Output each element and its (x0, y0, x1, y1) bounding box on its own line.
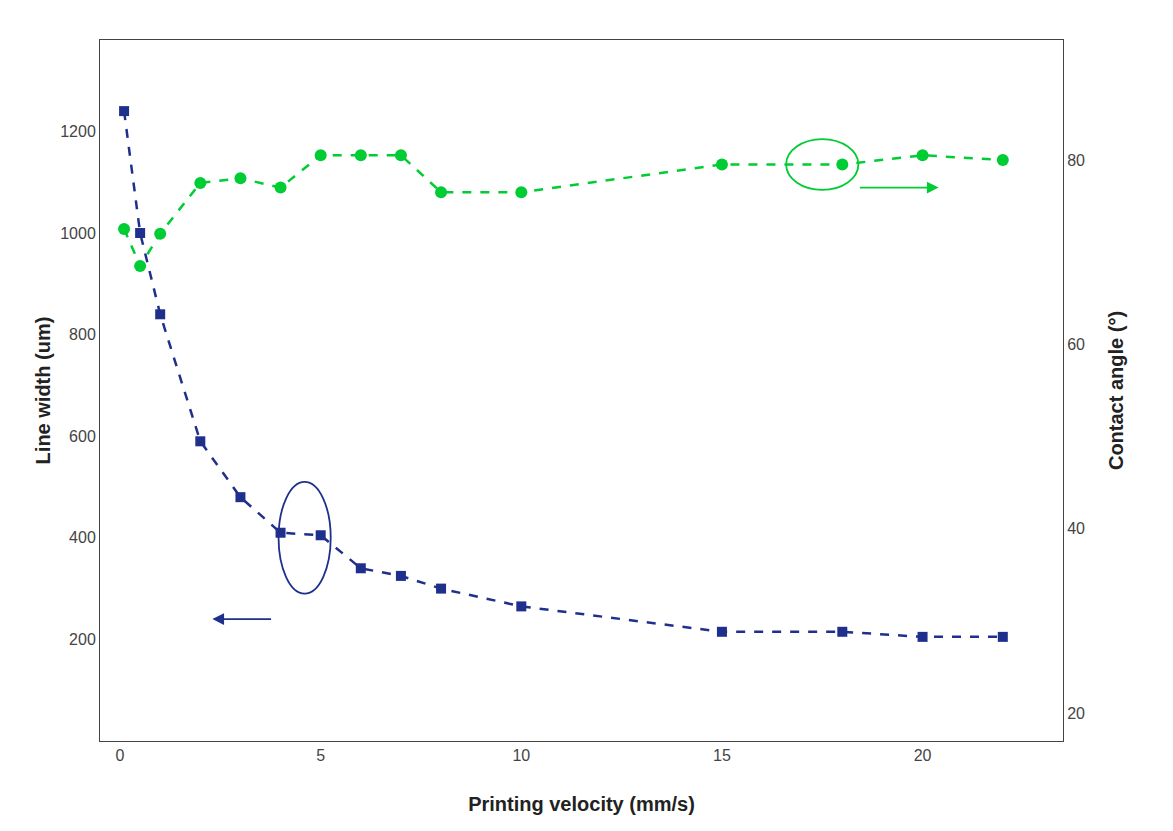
svg-text:Line width (um): Line width (um) (32, 317, 54, 465)
svg-text:5: 5 (316, 747, 325, 764)
svg-text:800: 800 (69, 326, 96, 343)
svg-text:1200: 1200 (60, 123, 96, 140)
svg-text:60: 60 (1067, 336, 1085, 353)
svg-text:20: 20 (914, 747, 932, 764)
svg-text:0: 0 (116, 747, 125, 764)
svg-text:400: 400 (69, 529, 96, 546)
svg-text:Contact angle (°): Contact angle (°) (1105, 311, 1127, 470)
svg-text:Printing velocity (mm/s): Printing velocity (mm/s) (468, 793, 695, 815)
svg-text:1000: 1000 (60, 225, 96, 242)
svg-text:200: 200 (69, 631, 96, 648)
svg-text:600: 600 (69, 428, 96, 445)
svg-text:15: 15 (713, 747, 731, 764)
svg-text:40: 40 (1067, 520, 1085, 537)
svg-text:80: 80 (1067, 152, 1085, 169)
svg-text:20: 20 (1067, 705, 1085, 722)
svg-text:10: 10 (512, 747, 530, 764)
